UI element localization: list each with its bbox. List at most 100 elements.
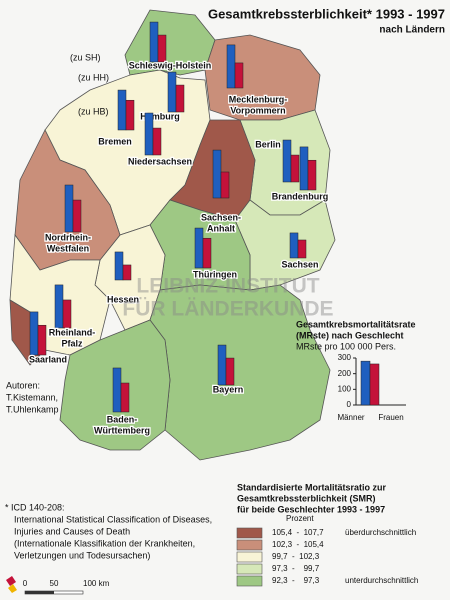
bar: [62, 299, 72, 329]
legend-title: Gesamtkrebssterblichkeit (SMR): [237, 493, 376, 503]
scale-label: 50: [50, 579, 59, 588]
bar: [72, 199, 82, 233]
state-label: Bremen: [98, 136, 132, 146]
bar: [112, 367, 122, 413]
watermark: LEIBNIZ-INSTITUT: [136, 275, 319, 298]
state-label: Berlin: [255, 139, 281, 149]
footnote: (Internationale Klassifikation der Krank…: [14, 538, 195, 548]
y-tick-label: 300: [338, 353, 352, 362]
state-label: Sachsen: [281, 259, 318, 269]
bar: [220, 171, 230, 199]
legend-chart: 0 100 200 300 Männer Frauen: [337, 353, 406, 422]
footnote: International Statistical Classification…: [14, 514, 212, 524]
footnote: Verletzungen und Todesursachen): [14, 550, 150, 560]
state-label: Württemberg: [94, 425, 150, 435]
state-label: Bayern: [213, 384, 244, 394]
legend-title: Standardisierte Mortalitätsratio zur: [237, 482, 387, 492]
bar: [152, 127, 162, 156]
chart-title: (MRste) nach Geschlecht: [296, 330, 404, 340]
map: Schleswig-HolsteinSchleswig-HolsteinHamb…: [9, 9, 336, 461]
scale-label: 0: [23, 579, 28, 588]
legend-range: 99,7 - 102,3: [272, 552, 320, 561]
footnote: * ICD 140-208:: [5, 502, 65, 512]
authors: Autoren:: [6, 380, 40, 390]
city-note: (zu HH): [78, 72, 109, 82]
x-tick-label: Männer: [337, 413, 364, 422]
legend-range: 102,3 - 105,4: [272, 540, 324, 549]
state-label: Pfalz: [61, 338, 83, 348]
bar: [122, 264, 132, 281]
state-label: Berlin: [255, 139, 281, 149]
scale-label: 100 km: [83, 579, 110, 588]
legend-range: 97,3 - 99,7: [272, 564, 320, 573]
state-label: Brandenburg: [272, 191, 329, 201]
bar: [149, 21, 159, 63]
state-label: Rheinland-: [49, 327, 96, 337]
bar: [29, 311, 39, 356]
city-note: (zu HB): [78, 106, 109, 116]
bar: [290, 154, 300, 183]
logo: [6, 576, 16, 586]
state-label: Niedersachsen: [128, 156, 192, 166]
state-label: Westfalen: [47, 243, 89, 253]
state-label: Bayern: [213, 384, 244, 394]
bar: [64, 184, 74, 233]
smr-legend: 105,4 - 107,7 102,3 - 105,4 99,7 - 102,3 97…: [236, 527, 418, 587]
bar: [37, 324, 47, 356]
bar: [117, 89, 127, 131]
state-label: Vorpommern: [230, 105, 285, 115]
state-label: Saarland: [29, 354, 67, 364]
scale-bar: 0 50 100 km: [6, 576, 110, 595]
state-label: Sachsen-: [201, 212, 241, 222]
bar: [175, 84, 185, 113]
legend-label: unterdurchschnittlich: [345, 576, 418, 585]
bar: [167, 71, 177, 113]
legend-swatch: [236, 527, 263, 539]
state-label: Anhalt: [207, 223, 235, 233]
legend-range: 105,4 - 107,7: [272, 528, 324, 537]
state-label: Niedersachsen: [128, 156, 192, 166]
bar: [299, 146, 309, 191]
legend-swatch: [236, 575, 263, 587]
legend-title: für beide Geschlechter 1993 - 1997: [237, 504, 385, 514]
bar: [360, 360, 371, 406]
bar: [307, 159, 317, 191]
bar: [289, 232, 299, 259]
legend-swatch: [236, 563, 263, 575]
x-tick-label: Frauen: [378, 413, 403, 422]
y-tick-label: 100: [338, 384, 352, 393]
bar: [217, 344, 227, 386]
subtitle: nach Ländern: [379, 25, 445, 36]
state-label: Baden-: [107, 414, 138, 424]
bar: [144, 112, 154, 156]
state-label: Thüringen: [193, 269, 237, 279]
state-label: Vorpommern: [230, 105, 285, 115]
bar: [282, 139, 292, 183]
bar: [194, 227, 204, 269]
legend-swatch: [236, 539, 263, 551]
bar: [369, 363, 380, 406]
state-label: Saarland: [29, 354, 67, 364]
state-label: Pfalz: [61, 338, 83, 348]
bar: [234, 62, 244, 89]
state-label: Hessen: [107, 294, 139, 304]
chart-subtitle: MRste pro 100 000 Pers.: [296, 341, 396, 351]
state-label: Mecklenburg-: [229, 94, 288, 104]
scale-line: [25, 591, 54, 594]
state-label: Hamburg: [140, 111, 180, 121]
logo: [8, 584, 17, 593]
watermark: FÜR LÄNDERKUNDE: [122, 298, 333, 321]
chart-title: Gesamtkrebsmortalitätsrate: [296, 319, 416, 329]
state-label: Hessen: [107, 294, 139, 304]
state-label: Rheinland-: [49, 327, 96, 337]
city-note: (zu SH): [70, 52, 101, 62]
authors: T.Uhlenkamp: [6, 404, 59, 414]
bar: [212, 149, 222, 199]
state-label: Westfalen: [47, 243, 89, 253]
state-label: Sachsen-: [201, 212, 241, 222]
y-tick-label: 200: [338, 369, 352, 378]
title: Gesamtkrebssterblichkeit* 1993 - 1997: [208, 6, 445, 21]
bar: [54, 284, 64, 329]
bar: [120, 382, 130, 413]
legend-label: überdurchschnittlich: [345, 528, 416, 537]
